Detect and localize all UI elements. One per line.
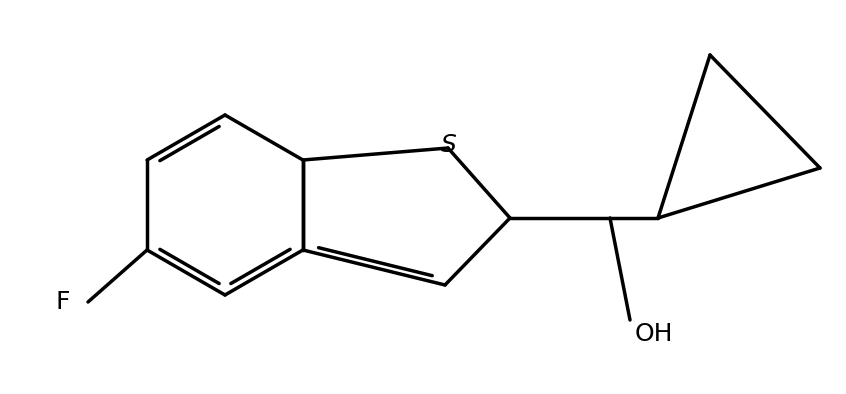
- Text: F: F: [56, 290, 70, 314]
- Text: OH: OH: [635, 322, 673, 346]
- Text: S: S: [441, 133, 457, 157]
